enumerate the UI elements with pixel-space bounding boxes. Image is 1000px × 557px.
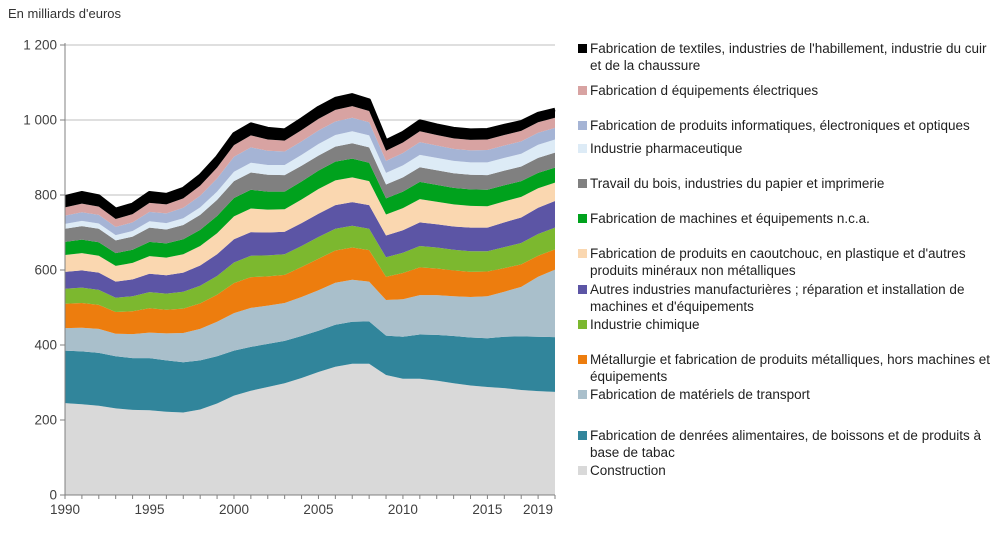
legend-label: Fabrication de produits en caoutchouc, e… — [590, 246, 966, 278]
legend-label: Fabrication de matériels de transport — [590, 387, 810, 402]
x-tick-label: 1995 — [134, 502, 164, 517]
legend-label: Fabrication de produits informatiques, é… — [590, 118, 970, 133]
legend-label: Fabrication de machines et équipements n… — [590, 211, 870, 226]
legend-swatch — [578, 466, 587, 475]
area-band-4 — [65, 225, 555, 312]
y-tick-label: 0 — [49, 488, 57, 503]
legend-label: Autres industries manufacturières ; répa… — [590, 282, 965, 314]
legend-swatch — [578, 431, 587, 440]
area-band-6 — [65, 177, 555, 282]
legend-swatch — [578, 285, 587, 294]
legend-swatch — [578, 249, 587, 258]
y-tick-label: 200 — [34, 413, 57, 428]
legend-item: Industrie pharmaceutique — [578, 140, 996, 157]
legend-item: Fabrication de machines et équipements n… — [578, 210, 996, 227]
chart-canvas: 0 200 400 600 800 1 000 1 200 1990 1995 2000 2005 2… — [23, 38, 556, 517]
legend-swatch — [578, 179, 587, 188]
area-band-1 — [65, 321, 555, 413]
y-tick-label: 400 — [34, 338, 57, 353]
chart-legend: Fabrication de textiles, industries de l… — [578, 40, 996, 479]
x-tick-label: 2005 — [303, 502, 333, 517]
legend-swatch — [578, 214, 587, 223]
y-tick-label: 1 200 — [23, 38, 57, 53]
y-tick-label: 600 — [34, 263, 57, 278]
area-band-10 — [65, 117, 555, 236]
x-tick-label: 2015 — [472, 502, 502, 517]
legend-item: Fabrication d équipements électriques — [578, 82, 996, 99]
area-band-8 — [65, 143, 555, 254]
x-tick-label: 2000 — [219, 502, 249, 517]
x-tick-label: 2010 — [388, 502, 418, 517]
x-tick-label: 2019 — [523, 502, 553, 517]
area-band-3 — [65, 247, 555, 335]
legend-label: Métallurgie et fabrication de produits m… — [590, 352, 990, 384]
area-band-2 — [65, 269, 555, 363]
area-band-0 — [65, 363, 555, 495]
legend-item: Autres industries manufacturières ; répa… — [578, 281, 996, 315]
legend-label: Construction — [590, 463, 666, 478]
legend-swatch — [578, 320, 587, 329]
legend-item: Fabrication de produits en caoutchouc, e… — [578, 245, 996, 279]
legend-swatch — [578, 144, 587, 153]
total-line — [64, 93, 556, 211]
area-band-11 — [65, 106, 555, 227]
stacked-area-chart: 0 200 400 600 800 1 000 1 200 1990 1995 2000 2005 2… — [23, 38, 556, 517]
legend-label: Industrie pharmaceutique — [590, 141, 743, 156]
legend-swatch — [578, 44, 587, 53]
legend-label: Industrie chimique — [590, 317, 700, 332]
legend-item: Industrie chimique — [578, 316, 996, 333]
legend-item: Fabrication de matériels de transport — [578, 386, 996, 403]
area-band-5 — [65, 201, 555, 298]
legend-label: Travail du bois, industries du papier et… — [590, 176, 885, 191]
legend-label: Fabrication de denrées alimentaires, de … — [590, 428, 981, 460]
legend-item: Métallurgie et fabrication de produits m… — [578, 351, 996, 385]
legend-item: Fabrication de denrées alimentaires, de … — [578, 427, 996, 461]
x-tick-label: 1990 — [50, 502, 80, 517]
legend-item: Fabrication de produits informatiques, é… — [578, 117, 996, 134]
legend-swatch — [578, 355, 587, 364]
chart-title: En milliards d'euros — [8, 6, 122, 21]
y-tick-label: 1 000 — [23, 113, 57, 128]
area-band-9 — [65, 131, 555, 241]
legend-item: Travail du bois, industries du papier et… — [578, 175, 996, 192]
y-tick-label: 800 — [34, 188, 57, 203]
legend-item: Construction — [578, 462, 996, 479]
legend-swatch — [578, 121, 587, 130]
legend-swatch — [578, 86, 587, 95]
area-band-7 — [65, 158, 555, 266]
legend-label: Fabrication de textiles, industries de l… — [590, 41, 987, 73]
legend-swatch — [578, 390, 587, 399]
legend-item: Fabrication de textiles, industries de l… — [578, 40, 996, 74]
legend-label: Fabrication d équipements électriques — [590, 83, 819, 98]
